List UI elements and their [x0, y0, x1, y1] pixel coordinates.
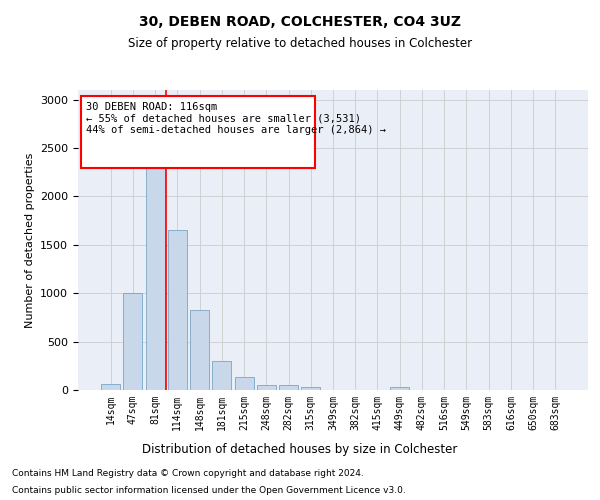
Text: Contains HM Land Registry data © Crown copyright and database right 2024.: Contains HM Land Registry data © Crown c… — [12, 468, 364, 477]
Bar — [190, 310, 209, 390]
Bar — [101, 384, 120, 390]
Text: Distribution of detached houses by size in Colchester: Distribution of detached houses by size … — [142, 442, 458, 456]
Text: 30 DEBEN ROAD: 116sqm
← 55% of detached houses are smaller (3,531)
44% of semi-d: 30 DEBEN ROAD: 116sqm ← 55% of detached … — [86, 102, 386, 135]
Text: 30, DEBEN ROAD, COLCHESTER, CO4 3UZ: 30, DEBEN ROAD, COLCHESTER, CO4 3UZ — [139, 15, 461, 29]
FancyBboxPatch shape — [80, 96, 315, 168]
Bar — [146, 153, 164, 390]
Bar — [235, 378, 254, 390]
Bar — [257, 385, 276, 390]
Bar — [124, 293, 142, 390]
Bar — [212, 361, 231, 390]
Bar — [301, 387, 320, 390]
Bar — [279, 385, 298, 390]
Y-axis label: Number of detached properties: Number of detached properties — [25, 152, 35, 328]
Bar — [168, 230, 187, 390]
Bar — [390, 387, 409, 390]
Text: Size of property relative to detached houses in Colchester: Size of property relative to detached ho… — [128, 38, 472, 51]
Text: Contains public sector information licensed under the Open Government Licence v3: Contains public sector information licen… — [12, 486, 406, 495]
